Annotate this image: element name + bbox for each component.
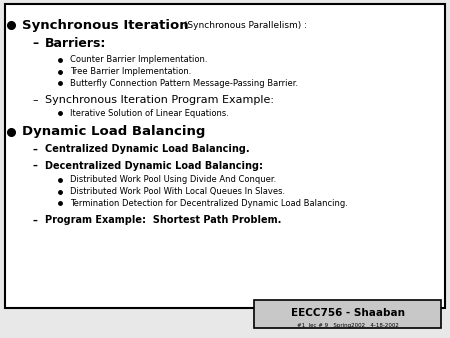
Text: EECC756 - Shaaban: EECC756 - Shaaban [291,308,405,318]
Text: Distributed Work Pool Using Divide And Conquer.: Distributed Work Pool Using Divide And C… [70,175,276,184]
FancyBboxPatch shape [254,300,441,328]
Text: Synchronous Iteration Program Example:: Synchronous Iteration Program Example: [45,95,274,105]
Text: Termination Detection for Decentralized Dynamic Load Balancing.: Termination Detection for Decentralized … [70,199,347,208]
Text: Tree Barrier Implementation.: Tree Barrier Implementation. [70,67,191,76]
Text: –: – [32,144,37,154]
Text: –: – [32,215,37,225]
Text: Decentralized Dynamic Load Balancing:: Decentralized Dynamic Load Balancing: [45,161,263,171]
Text: Iterative Solution of Linear Equations.: Iterative Solution of Linear Equations. [70,109,229,118]
Text: Synchronous Iteration: Synchronous Iteration [22,19,189,32]
Text: Dynamic Load Balancing: Dynamic Load Balancing [22,125,206,138]
Text: Program Example:  Shortest Path Problem.: Program Example: Shortest Path Problem. [45,215,281,225]
Text: Barriers:: Barriers: [45,38,106,50]
Text: Centralized Dynamic Load Balancing.: Centralized Dynamic Load Balancing. [45,144,250,154]
Text: –: – [32,95,38,105]
Text: #1  lec # 9   Spring2002   4-18-2002: #1 lec # 9 Spring2002 4-18-2002 [297,323,399,328]
Text: –: – [32,161,37,171]
FancyBboxPatch shape [5,4,445,308]
Text: –: – [32,38,39,50]
Text: Counter Barrier Implementation.: Counter Barrier Implementation. [70,55,207,64]
Text: Distributed Work Pool With Local Queues In Slaves.: Distributed Work Pool With Local Queues … [70,187,285,196]
Text: (Synchronous Parallelism) :: (Synchronous Parallelism) : [181,21,307,30]
Text: Butterfly Connection Pattern Message-Passing Barrier.: Butterfly Connection Pattern Message-Pas… [70,79,298,88]
